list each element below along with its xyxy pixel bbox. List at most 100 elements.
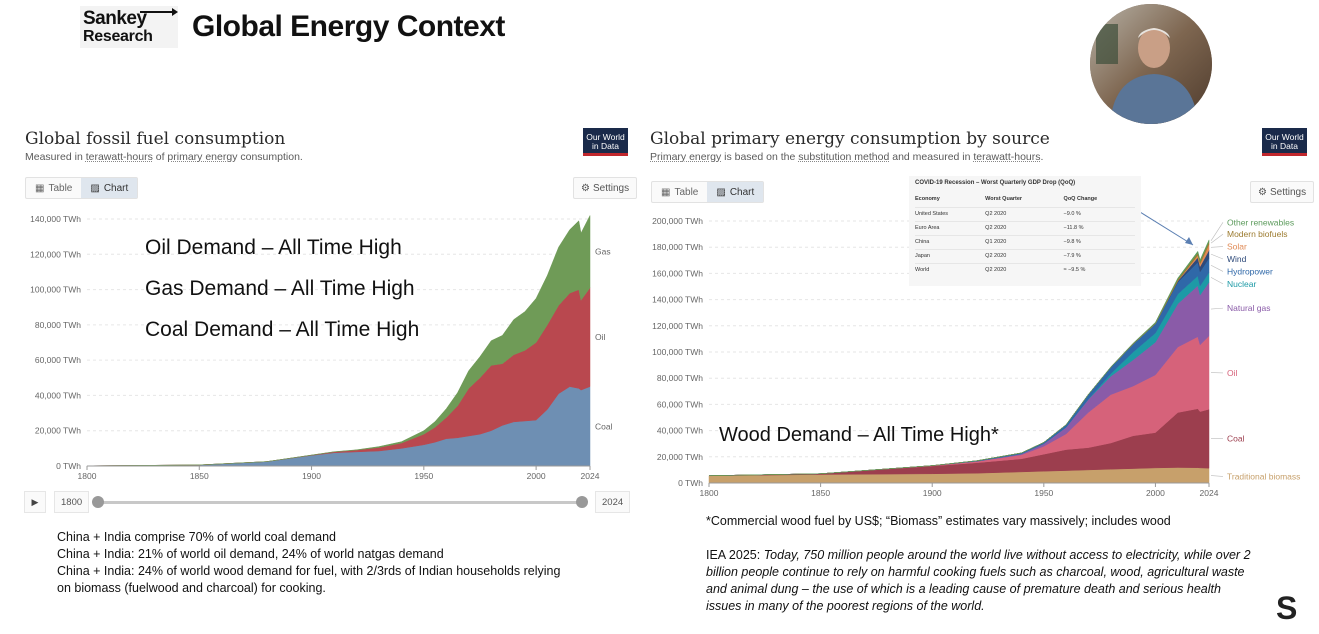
table-row: Japan Q2 2020 −7.9 % xyxy=(915,249,1135,264)
x-tick-label: 1900 xyxy=(302,471,321,481)
overlay-wood: Wood Demand – All Time High* xyxy=(719,424,999,446)
y-tick-label: 180,000 TWh xyxy=(652,242,703,252)
series-label: Oil xyxy=(1227,368,1238,378)
right-view-toggle: ▦ Table ▨ Chart xyxy=(651,181,765,203)
play-button[interactable]: ▶ xyxy=(24,491,46,513)
series-label: Coal xyxy=(1227,433,1245,443)
series-label: Nuclear xyxy=(1227,279,1256,289)
x-tick-label: 1850 xyxy=(811,488,830,498)
table-icon: ▦ xyxy=(35,182,45,194)
covid-table-title: COVID-19 Recession – Worst Quarterly GDP… xyxy=(915,180,1076,186)
logo-line2: Research xyxy=(83,28,153,45)
owid-logo: Our World in Data xyxy=(1262,128,1307,156)
y-tick-label: 120,000 TWh xyxy=(652,321,703,331)
y-tick-label: 60,000 TWh xyxy=(35,355,81,365)
y-tick-label: 80,000 TWh xyxy=(35,320,81,330)
iea-quote: IEA 2025: Today, 750 million people arou… xyxy=(706,548,1251,613)
covid-header: Economy xyxy=(915,196,940,202)
x-tick-label: 1800 xyxy=(78,471,97,481)
label-connector xyxy=(1210,246,1224,248)
primary-energy-link[interactable]: primary energy xyxy=(167,151,238,163)
y-tick-label: 0 TWh xyxy=(678,478,703,488)
series-label: Modern biofuels xyxy=(1227,229,1287,239)
series-label: Wind xyxy=(1227,254,1247,264)
note-line: on biomass (fuelwood and charcoal) for c… xyxy=(57,581,326,595)
owid-logo: Our World in Data xyxy=(583,128,628,156)
series-label: Traditional biomass xyxy=(1227,471,1300,481)
terawatt-hours-link[interactable]: terawatt-hours xyxy=(973,151,1041,163)
covid-header: Worst Quarter xyxy=(985,196,1023,202)
chart-icon: ▨ xyxy=(716,186,726,198)
left-settings-button[interactable]: ⚙ Settings xyxy=(573,177,638,199)
series-label: Hydropower xyxy=(1227,266,1273,276)
y-tick-label: 20,000 TWh xyxy=(657,452,703,462)
x-tick-label: 2000 xyxy=(1146,488,1165,498)
x-tick-label: 1950 xyxy=(414,471,433,481)
slide-title: Global Energy Context xyxy=(192,10,505,43)
series-label: Coal xyxy=(595,421,613,431)
series-label: Oil xyxy=(595,332,606,342)
label-connector xyxy=(1210,265,1224,272)
table-row: World Q2 2020 ≈ −9.5 % xyxy=(915,263,1135,277)
left-tab-table[interactable]: ▦ Table xyxy=(35,182,73,194)
timeline-end-handle[interactable] xyxy=(576,496,588,508)
y-tick-label: 40,000 TWh xyxy=(35,390,81,400)
y-tick-label: 100,000 TWh xyxy=(30,285,81,295)
overlay-coal: Coal Demand – All Time High xyxy=(145,318,420,341)
label-connector xyxy=(1210,253,1224,260)
series-label: Natural gas xyxy=(1227,303,1270,313)
gear-icon: ⚙ xyxy=(581,182,590,194)
area-gas xyxy=(86,215,591,467)
x-tick-label: 1800 xyxy=(700,488,719,498)
gear-icon: ⚙ xyxy=(1258,186,1267,198)
left-view-toggle: ▦ Table ▨ Chart xyxy=(25,177,139,199)
left-tab-chart[interactable]: ▨ Chart xyxy=(81,178,138,198)
right-tab-table[interactable]: ▦ Table xyxy=(661,186,699,198)
primary-energy-chart: 0 TWh 20,000 TWh 40,000 TWh 60,000 TWh 80,00… xyxy=(652,211,1300,498)
note-line: China + India: 21% of world oil demand, … xyxy=(57,547,444,561)
y-tick-label: 120,000 TWh xyxy=(30,249,81,259)
area-other-renewables xyxy=(708,239,1210,476)
sankey-research-logo: Sankey Research xyxy=(80,6,178,48)
primary-energy-link[interactable]: Primary energy xyxy=(650,151,722,163)
y-tick-label: 140,000 TWh xyxy=(30,214,81,224)
note-line: China + India comprise 70% of world coal… xyxy=(57,530,336,544)
left-chart-title: Global fossil fuel consumption xyxy=(25,129,286,149)
substitution-method-link[interactable]: substitution method xyxy=(798,151,890,163)
covid-header: QoQ Change xyxy=(1063,196,1098,202)
x-tick-label: 1900 xyxy=(923,488,942,498)
brand-mark: S xyxy=(1276,590,1298,626)
right-tab-chart[interactable]: ▨ Chart xyxy=(707,182,764,202)
left-chart-subtitle: Measured in terawatt-hours of primary en… xyxy=(25,151,303,163)
series-label: Other renewables xyxy=(1227,217,1294,227)
covid-arrow xyxy=(1139,211,1194,246)
timeline-start-handle[interactable] xyxy=(92,496,104,508)
overlay-gas: Gas Demand – All Time High xyxy=(145,277,415,300)
label-connector xyxy=(1210,475,1224,477)
y-tick-label: 40,000 TWh xyxy=(657,426,703,436)
timeline-control: ▶ 1800 2024 xyxy=(24,491,631,513)
timeline-end-year: 2024 xyxy=(595,491,631,513)
table-row: United States Q2 2020 −9.0 % xyxy=(915,207,1135,222)
note-line: China + India: 24% of world wood demand … xyxy=(57,564,561,578)
covid-arrowhead xyxy=(1185,237,1193,245)
y-tick-label: 200,000 TWh xyxy=(652,216,703,226)
label-connector xyxy=(1210,277,1224,285)
presenter-webcam xyxy=(1090,4,1212,124)
table-row: Euro Area Q2 2020 −11.8 % xyxy=(915,221,1135,236)
y-tick-label: 80,000 TWh xyxy=(657,373,703,383)
x-tick-label: 2024 xyxy=(1200,488,1219,498)
timeline-track[interactable] xyxy=(96,501,582,504)
terawatt-hours-link[interactable]: terawatt-hours xyxy=(85,151,153,163)
presenter-image xyxy=(1090,4,1212,124)
right-settings-button[interactable]: ⚙ Settings xyxy=(1250,181,1315,203)
right-chart-title: Global primary energy consumption by sou… xyxy=(650,129,1050,149)
label-connector xyxy=(1210,307,1224,310)
x-tick-label: 1850 xyxy=(190,471,209,481)
logo-line1: Sankey xyxy=(83,8,147,29)
label-connector xyxy=(1210,222,1224,242)
series-label: Gas xyxy=(595,247,611,257)
y-tick-label: 100,000 TWh xyxy=(652,347,703,357)
wood-footnote: *Commercial wood fuel by US$; “Biomass” … xyxy=(706,514,1171,528)
fossil-fuel-chart: 0 TWh 20,000 TWh 40,000 TWh 60,000 TWh 80,00… xyxy=(30,214,613,481)
